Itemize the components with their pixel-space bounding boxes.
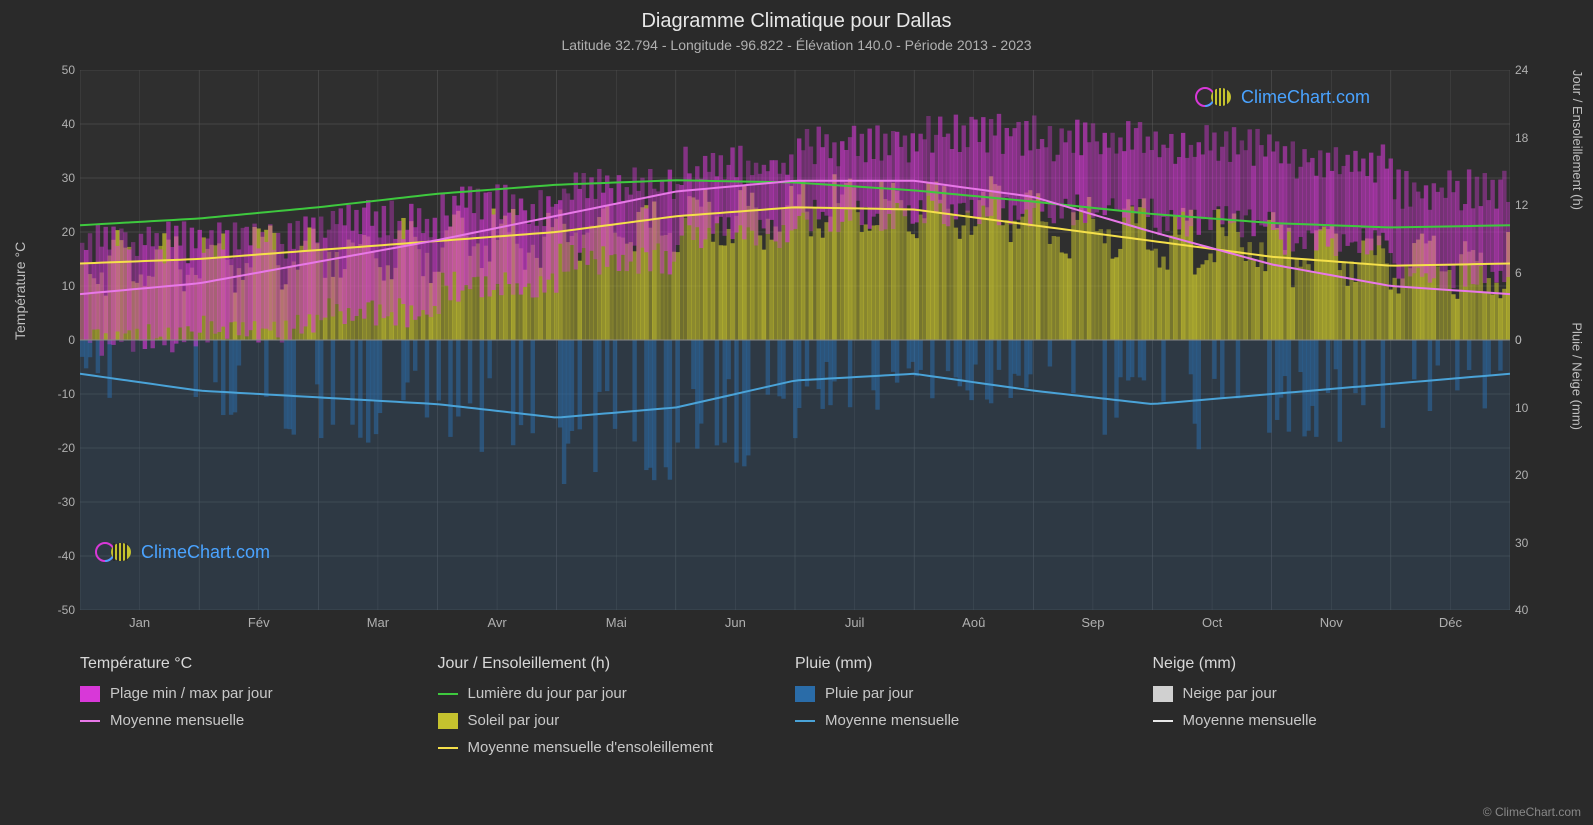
y-axis-label-left: Température °C [12, 242, 28, 340]
logo-icon [1195, 85, 1235, 109]
y-tick-right: 40 [1515, 603, 1528, 617]
x-tick-month: Nov [1320, 615, 1343, 630]
legend-label: Moyenne mensuelle [825, 712, 959, 729]
x-tick-month: Déc [1439, 615, 1462, 630]
y-tick-right: 20 [1515, 468, 1528, 482]
y-tick-right: 30 [1515, 536, 1528, 550]
legend-item: Plage min / max par jour [80, 685, 418, 702]
legend-item: Soleil par jour [438, 712, 776, 729]
y-tick-left: 0 [68, 333, 75, 347]
x-tick-month: Mar [367, 615, 389, 630]
y-tick-left: -20 [58, 441, 75, 455]
legend-swatch [1153, 686, 1173, 702]
legend: Température °C Plage min / max par jour Mo… [80, 655, 1510, 766]
legend-item: Moyenne mensuelle [1153, 712, 1491, 729]
legend-label: Neige par jour [1183, 685, 1277, 702]
x-tick-month: Juil [845, 615, 865, 630]
legend-swatch [438, 713, 458, 729]
legend-swatch [438, 693, 458, 695]
legend-swatch [80, 720, 100, 722]
legend-label: Lumière du jour par jour [468, 685, 627, 702]
x-tick-month: Sep [1081, 615, 1104, 630]
y-tick-left: -40 [58, 549, 75, 563]
y-tick-left: -50 [58, 603, 75, 617]
legend-swatch [80, 686, 100, 702]
watermark-text: ClimeChart.com [1241, 87, 1370, 108]
legend-header: Pluie (mm) [795, 655, 1133, 673]
x-tick-month: Fév [248, 615, 270, 630]
x-tick-month: Mai [606, 615, 627, 630]
legend-label: Plage min / max par jour [110, 685, 273, 702]
legend-header: Neige (mm) [1153, 655, 1491, 673]
legend-label: Moyenne mensuelle [110, 712, 244, 729]
y-tick-right: 10 [1515, 401, 1528, 415]
legend-column: Jour / Ensoleillement (h) Lumière du jour… [438, 655, 796, 766]
legend-item: Pluie par jour [795, 685, 1133, 702]
x-tick-month: Aoû [962, 615, 985, 630]
y-tick-left: -30 [58, 495, 75, 509]
y-axis-label-right-bottom: Pluie / Neige (mm) [1570, 322, 1585, 430]
legend-item: Moyenne mensuelle d'ensoleillement [438, 739, 776, 756]
legend-header: Température °C [80, 655, 418, 673]
climate-plot [80, 70, 1510, 610]
legend-swatch [1153, 720, 1173, 722]
x-ticks: Jan Fév Mar Avr Mai Jun Juil Aoû Sep Oct Nov Déc [80, 615, 1510, 635]
y-axis-label-right-top: Jour / Ensoleillement (h) [1570, 70, 1585, 210]
watermark-bottom: ClimeChart.com [95, 540, 270, 564]
legend-column: Neige (mm) Neige par jour Moyenne mensuell… [1153, 655, 1511, 766]
chart-title: Diagramme Climatique pour Dallas [0, 0, 1593, 33]
y-tick-left: 20 [62, 225, 75, 239]
y-ticks-left: -50-40-30-20-1001020304050 [45, 70, 75, 610]
legend-column: Température °C Plage min / max par jour Mo… [80, 655, 438, 766]
y-tick-left: 10 [62, 279, 75, 293]
legend-label: Soleil par jour [468, 712, 560, 729]
legend-label: Pluie par jour [825, 685, 913, 702]
copyright: © ClimeChart.com [1483, 805, 1581, 819]
legend-swatch [438, 747, 458, 749]
legend-item: Lumière du jour par jour [438, 685, 776, 702]
y-tick-left: -10 [58, 387, 75, 401]
watermark-top: ClimeChart.com [1195, 85, 1370, 109]
logo-icon [95, 540, 135, 564]
watermark-text: ClimeChart.com [141, 542, 270, 563]
legend-item: Moyenne mensuelle [80, 712, 418, 729]
x-tick-month: Oct [1202, 615, 1222, 630]
y-tick-left: 30 [62, 171, 75, 185]
y-ticks-right-bottom: 010203040 [1515, 70, 1545, 610]
legend-item: Neige par jour [1153, 685, 1491, 702]
chart-subtitle: Latitude 32.794 - Longitude -96.822 - Él… [0, 33, 1593, 53]
y-tick-left: 50 [62, 63, 75, 77]
x-tick-month: Jan [129, 615, 150, 630]
legend-header: Jour / Ensoleillement (h) [438, 655, 776, 673]
legend-label: Moyenne mensuelle [1183, 712, 1317, 729]
legend-item: Moyenne mensuelle [795, 712, 1133, 729]
x-tick-month: Jun [725, 615, 746, 630]
legend-swatch [795, 686, 815, 702]
legend-swatch [795, 720, 815, 722]
legend-label: Moyenne mensuelle d'ensoleillement [468, 739, 714, 756]
x-tick-month: Avr [487, 615, 506, 630]
legend-column: Pluie (mm) Pluie par jour Moyenne mensuell… [795, 655, 1153, 766]
y-tick-right: 0 [1515, 333, 1522, 347]
y-tick-left: 40 [62, 117, 75, 131]
